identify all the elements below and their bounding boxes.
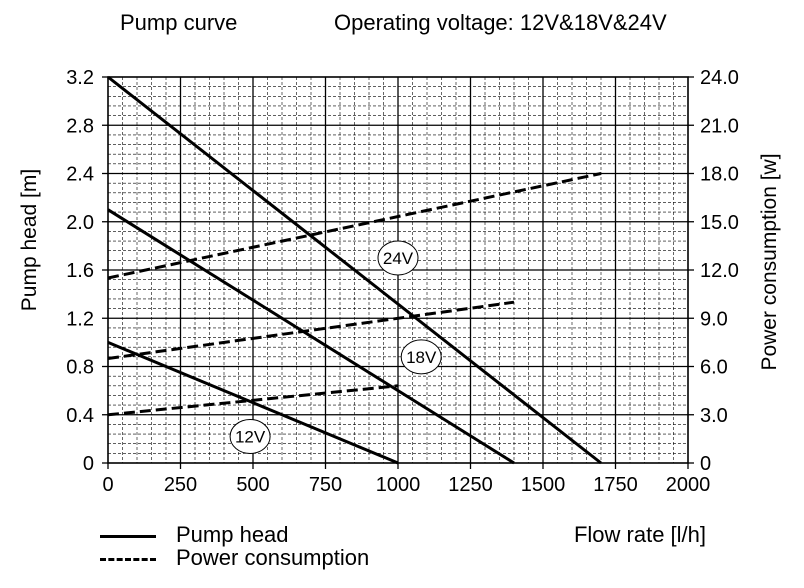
voltage-callout-bubble <box>377 240 419 276</box>
legend-power-consumption: Power consumption <box>100 545 369 571</box>
y2-tick-label: 0 <box>700 453 711 475</box>
y2-tick-label: 12.0 <box>700 260 739 282</box>
voltage-callout-label: 12V <box>235 427 266 446</box>
y2-tick-label: 3.0 <box>700 405 728 427</box>
y-tick-label: 1.6 <box>66 260 94 282</box>
x-tick-label: 2000 <box>666 474 711 496</box>
legend-pump-head: Pump head <box>100 522 289 548</box>
chart-subtitle: Operating voltage: 12V&18V&24V <box>334 10 667 35</box>
power-consumption-line-24v <box>107 172 602 280</box>
voltage-callout-label: 18V <box>406 348 437 367</box>
y-tick-label: 0 <box>83 453 94 475</box>
y-tick-label: 3.2 <box>66 67 94 89</box>
power-consumption-line-12v <box>107 384 399 417</box>
y2-tick-label: 18.0 <box>700 164 739 186</box>
legend-pump-head-label: Pump head <box>176 522 289 547</box>
dashed-line-swatch <box>100 557 156 561</box>
y-tick-label: 2.8 <box>66 115 94 137</box>
y-tick-label: 0.8 <box>66 357 94 379</box>
x-tick-label: 1750 <box>593 474 638 496</box>
voltage-callout-bubble <box>229 418 271 454</box>
y2-tick-label: 9.0 <box>700 308 728 330</box>
voltage-callout-label: 24V <box>383 249 414 268</box>
y-tick-label: 2.4 <box>66 164 94 186</box>
x-tick-label: 250 <box>164 474 197 496</box>
x-tick-label: 0 <box>102 474 113 496</box>
y-tick-label: 0.4 <box>66 405 94 427</box>
pump-head-line-18v <box>107 208 515 465</box>
power-consumption-line-18v <box>107 300 515 360</box>
voltage-callout-bubble <box>400 339 442 375</box>
y2-tick-label: 15.0 <box>700 212 739 234</box>
x-tick-label: 500 <box>236 474 269 496</box>
x-tick-label: 1250 <box>448 474 493 496</box>
y2-tick-label: 21.0 <box>700 115 739 137</box>
x-tick-label: 750 <box>309 474 342 496</box>
y-tick-label: 2.0 <box>66 212 94 234</box>
x-tick-label: 1500 <box>521 474 566 496</box>
legend-power-consumption-label: Power consumption <box>176 545 370 570</box>
pump-head-line-24v <box>107 75 602 465</box>
y-axis-label: Pump head [m] <box>18 169 41 311</box>
y-tick-label: 1.2 <box>66 308 94 330</box>
y2-tick-label: 24.0 <box>700 67 739 89</box>
x-tick-label: 1000 <box>376 474 421 496</box>
y2-tick-label: 6.0 <box>700 357 728 379</box>
solid-line-swatch <box>100 534 156 538</box>
y2-axis-label: Power consumption [w] <box>758 153 781 370</box>
pump-head-line-12v <box>107 341 399 465</box>
chart-title: Pump curve <box>120 10 238 35</box>
x-axis-label: Flow rate [l/h] <box>574 522 706 547</box>
